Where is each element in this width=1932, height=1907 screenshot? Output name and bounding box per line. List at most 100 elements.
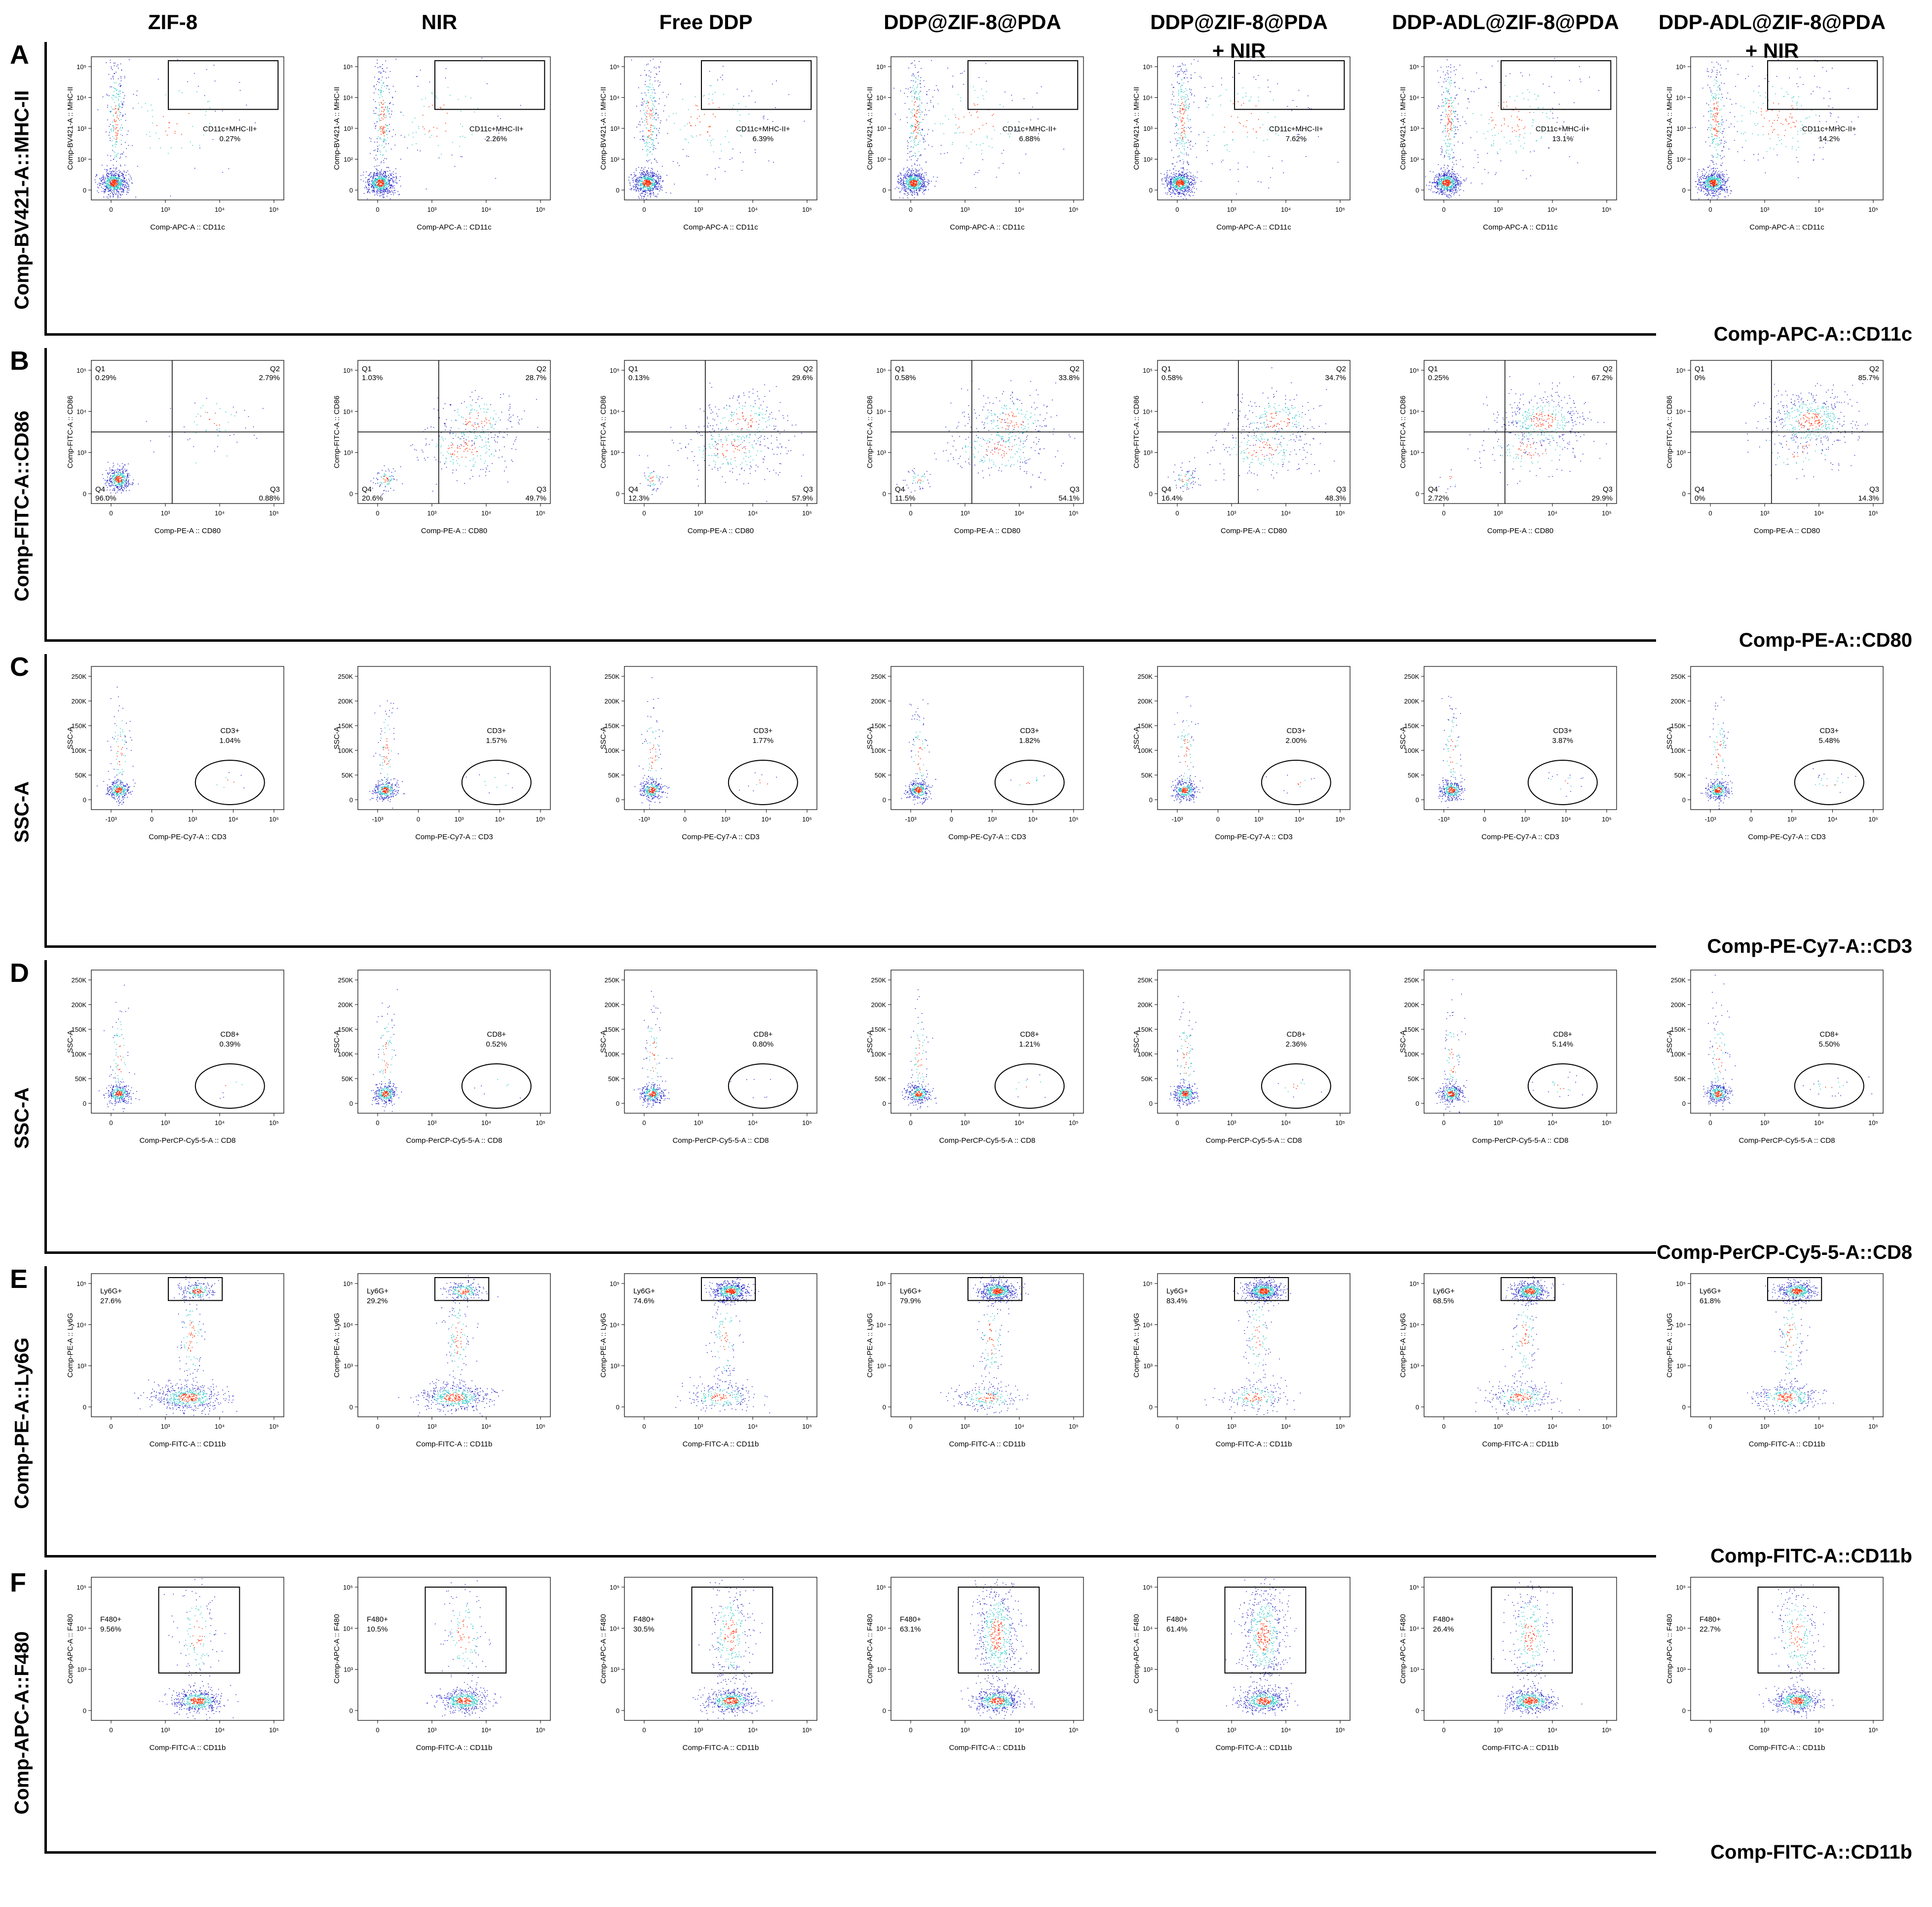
event-point [158,138,160,139]
event-point [95,182,96,183]
event-point [107,183,109,184]
event-point [119,197,121,198]
event-point [125,120,126,121]
event-point [116,177,117,178]
event-point [199,145,200,146]
event-point [117,183,118,185]
event-point [115,193,116,194]
event-point [115,186,116,187]
event-point [385,177,386,178]
event-point [127,184,128,185]
event-point [121,191,122,192]
event-point [192,126,193,127]
event-point [114,119,115,121]
event-point [380,189,381,191]
event-point [391,185,392,186]
event-point [110,190,111,192]
event-point [101,181,102,182]
event-point [383,197,384,198]
event-point [115,184,116,185]
event-point [136,90,138,92]
event-point [371,181,373,182]
event-point [104,189,106,190]
event-point [112,186,113,187]
event-point [108,74,110,75]
event-point [107,188,108,189]
event-point [96,175,97,176]
event-point [165,130,166,132]
event-point [179,90,180,91]
event-point [120,85,121,86]
event-point [375,185,376,186]
event-point [99,185,100,186]
event-point [122,174,123,175]
event-point [120,90,121,92]
event-point [116,144,117,145]
event-point [109,95,110,96]
event-point [117,93,119,94]
event-point [372,185,374,186]
event-point [187,81,188,82]
event-point [118,176,119,177]
event-point [378,188,379,189]
event-point [116,117,118,118]
event-point [111,111,112,112]
event-point [113,128,114,129]
event-point [371,176,372,177]
event-point [116,137,117,138]
event-point [377,185,379,186]
event-point [110,138,111,139]
event-point [387,171,388,172]
event-point [106,187,107,189]
event-point [122,115,123,117]
event-point [383,187,384,188]
event-point [122,174,124,175]
event-point [174,131,176,132]
event-point [390,187,391,189]
event-point [117,94,118,95]
event-point [381,183,383,184]
event-point [115,185,116,186]
event-point [108,184,109,186]
event-point [112,181,113,183]
event-point [106,182,107,183]
event-point [373,189,375,191]
event-point [117,124,118,125]
event-point [119,86,121,87]
event-point [168,122,169,123]
event-point [115,178,116,179]
event-point [381,192,382,193]
event-point [116,184,117,185]
event-point [119,85,121,87]
event-point [116,97,117,98]
event-point [122,189,123,190]
event-point [255,122,256,123]
event-point [111,107,112,108]
event-point [112,192,113,193]
event-point [384,190,385,191]
event-point [374,183,375,184]
event-point [115,180,116,181]
event-point [384,175,385,177]
event-point [382,174,383,175]
event-point [373,180,375,181]
event-point [126,148,127,149]
event-point [113,95,114,96]
event-point [367,180,368,181]
event-point [109,185,110,187]
event-point [196,91,197,92]
event-point [115,184,116,185]
y-tick-label: 10² [344,156,353,163]
event-point [121,173,122,174]
event-point [130,175,131,177]
event-point [367,192,368,193]
event-point [111,191,112,193]
event-point [182,92,183,93]
event-point [384,186,385,187]
event-point [101,177,103,178]
y-tick-label: 10⁵ [343,63,353,71]
event-point [368,185,369,186]
event-point [114,170,116,172]
event-point [122,184,123,185]
